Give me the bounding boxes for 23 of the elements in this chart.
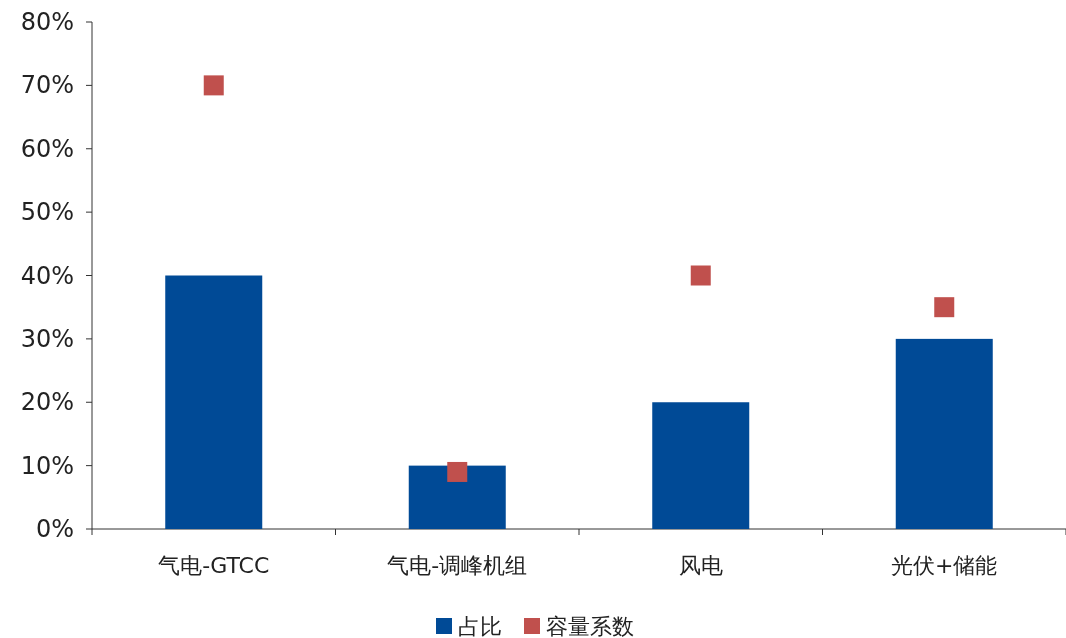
y-tick-label: 0%	[35, 515, 74, 543]
y-tick-label: 60%	[20, 134, 74, 163]
y-tick-label: 20%	[20, 388, 74, 417]
y-tick-label: 30%	[20, 324, 74, 353]
y-tick-label: 40%	[20, 261, 74, 290]
point	[447, 461, 468, 482]
x-tick-label: 光伏+储能	[891, 553, 998, 578]
y-tick-label: 50%	[20, 198, 74, 227]
legend-label: 容量系数	[546, 614, 634, 638]
point	[934, 297, 955, 318]
bar	[895, 338, 993, 529]
bar	[408, 465, 506, 529]
y-tick-label: 70%	[20, 71, 74, 100]
bar	[165, 275, 263, 529]
bar	[652, 402, 750, 529]
legend-label: 占比	[458, 614, 502, 638]
y-tick-label: 80%	[20, 8, 74, 36]
x-tick-label: 气电-GTCC	[158, 553, 270, 578]
y-tick-label: 10%	[20, 451, 74, 480]
point	[203, 75, 224, 96]
x-tick-label: 气电-调峰机组	[387, 553, 528, 578]
point	[690, 265, 711, 286]
x-tick-label: 风电	[678, 553, 723, 578]
